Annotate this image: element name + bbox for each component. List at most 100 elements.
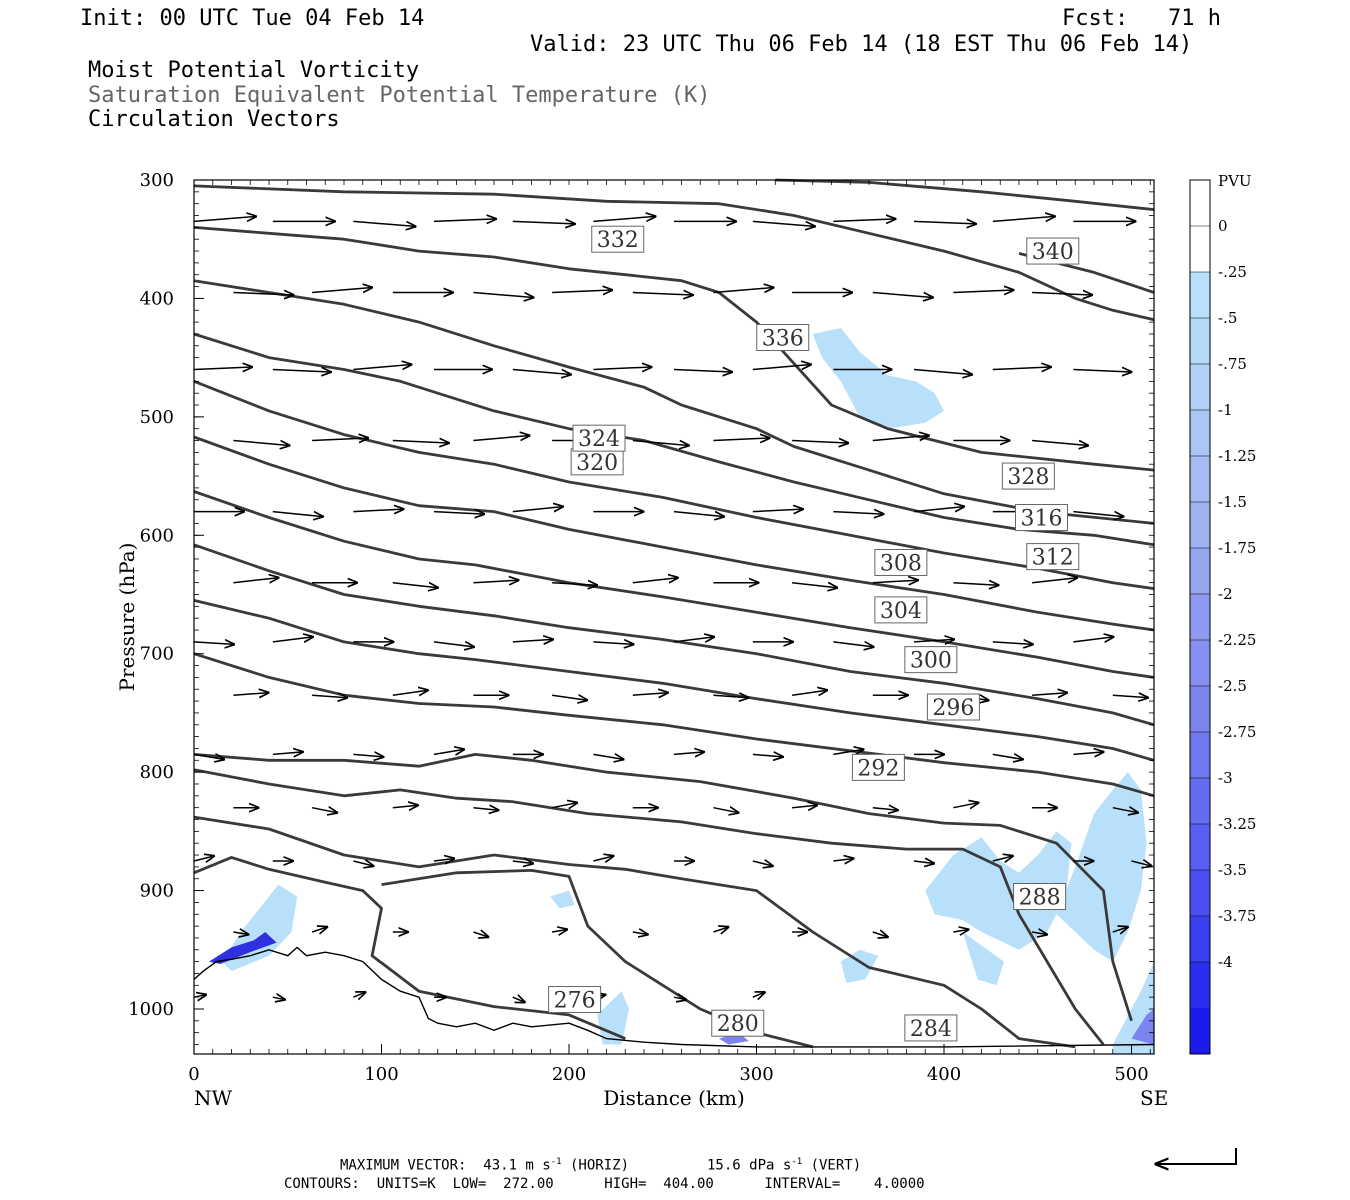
contour-label-box-0: [548, 986, 602, 1014]
vector-arrow: [312, 438, 368, 441]
vector-arrow: [233, 441, 289, 446]
x-tick-label: 400: [927, 1064, 961, 1085]
contour-300: [193, 599, 1155, 762]
contour-label-box-9: [1026, 543, 1080, 571]
vector-arrow: [913, 221, 976, 224]
contour-info: CONTOURS: UNITS=K LOW= 272.00 HIGH= 404.…: [284, 1176, 925, 1192]
y-tick-label: 500: [140, 407, 174, 428]
contour-label-box-8: [874, 549, 928, 577]
vector-arrow: [1073, 370, 1131, 373]
x-tick-label: 200: [552, 1064, 586, 1085]
vector-arrow: [551, 803, 577, 808]
pv-core-0: [209, 932, 277, 964]
vector-arrow: [473, 808, 498, 811]
colorbar-swatch: [1190, 318, 1210, 365]
pv-core-1: [1131, 1008, 1154, 1045]
vector-arrow: [1131, 861, 1152, 866]
vector-arrow: [872, 436, 929, 441]
pv-shading: [209, 328, 1154, 1054]
vector-arrow: [632, 578, 678, 583]
y-tick-label: 800: [140, 762, 174, 783]
colorbar-label: -2.5: [1218, 677, 1247, 695]
vector-arrow: [673, 637, 714, 642]
theta-contours: [193, 178, 1155, 1049]
vector-arrow: [1031, 932, 1047, 935]
vector-arrow: [792, 441, 848, 444]
colorbar-swatch: [1190, 962, 1210, 1009]
colorbar-swatch: [1190, 272, 1210, 319]
vector-arrow: [593, 367, 651, 370]
forecast-hour: Fcst: 71 h: [1062, 6, 1221, 31]
field-title-vectors: Circulation Vectors: [88, 107, 340, 132]
contour-292: [193, 753, 1133, 1022]
contour-label-304: 304: [880, 599, 922, 624]
vector-arrow: [353, 992, 365, 997]
valid-time: Valid: 23 UTC Thu 06 Feb 14 (18 EST Thu …: [530, 32, 1193, 57]
vector-arrow: [272, 637, 313, 642]
vector-arrow: [552, 583, 597, 586]
vert-tail: (VERT): [802, 1157, 862, 1174]
colorbar-label: -2.75: [1218, 723, 1256, 741]
vector-arrow: [1073, 752, 1103, 755]
vector-arrow: [992, 216, 1055, 223]
vector-arrow: [992, 367, 1051, 370]
vector-arrow: [953, 583, 998, 586]
vector-arrow: [713, 695, 748, 698]
vector-arrow: [953, 803, 978, 808]
colorbar-swatch: [1190, 548, 1210, 595]
vector-arrow: [713, 288, 773, 294]
contour-328: [193, 226, 1155, 472]
vector-arrow: [353, 509, 403, 512]
contour-312: [193, 435, 1155, 632]
axis-ticks: 0 100 200 300 400 500 300 400 500 600 700 800 900 100…: [128, 170, 1154, 1085]
contour-label-box-10: [1015, 504, 1068, 532]
y-tick-label: 400: [140, 288, 174, 309]
vector-arrow: [632, 293, 693, 296]
colorbar-label: -3.5: [1218, 861, 1247, 879]
vector-arrow: [1032, 693, 1067, 696]
vector-arrow: [233, 693, 268, 696]
x-tick-label: 100: [364, 1064, 398, 1085]
y-tick-label: 600: [140, 525, 174, 546]
colorbar-swatch: [1190, 364, 1210, 411]
field-title-theta: Saturation Equivalent Potential Temperat…: [88, 83, 711, 108]
colorbar-swatch: [1190, 410, 1210, 457]
max-vector-horiz: MAXIMUM VECTOR: 43.1 m s: [340, 1157, 551, 1174]
vector-arrow: [593, 216, 655, 223]
vector-arrow: [791, 690, 827, 695]
x-tick-label: 300: [739, 1064, 773, 1085]
vector-arrow: [1073, 512, 1123, 517]
vector-arrow: [1032, 441, 1088, 446]
colorbar-label: -3.75: [1218, 907, 1256, 925]
vector-arrow: [551, 695, 587, 700]
vector-arrow: [512, 507, 563, 512]
vector-arrow: [233, 578, 278, 583]
vector-arrow: [713, 808, 738, 813]
vector-arrow: [632, 693, 668, 696]
vector-arrow: [632, 932, 648, 935]
vector-arrow: [312, 695, 347, 698]
contour-label-box-15: [756, 324, 810, 352]
vector-arrow: [1112, 695, 1148, 698]
pv-patch-2: [925, 831, 1072, 950]
contour-label-324: 324: [578, 427, 620, 452]
y-tick-label: 300: [140, 170, 174, 191]
colorbar-swatch: [1190, 180, 1210, 227]
colorbar-label: -.25: [1218, 263, 1247, 281]
reference-vector: [1156, 1148, 1237, 1164]
vector-arrow: [312, 288, 372, 294]
contour-324: [193, 279, 1155, 525]
horiz-tail: (HORIZ): [561, 1157, 629, 1174]
contour-label-box-4: [851, 753, 905, 781]
contour-label-box-6: [904, 646, 958, 674]
vector-arrow: [1073, 637, 1113, 642]
vector-arrow: [272, 997, 285, 1000]
colorbar-swatch: [1190, 456, 1210, 503]
vector-arrow: [551, 930, 567, 933]
vector-arrow: [193, 642, 234, 645]
vector-arrow: [272, 512, 323, 517]
y-tick-label: 1000: [128, 999, 174, 1020]
contour-label-320: 320: [576, 451, 618, 476]
vector-arrow: [872, 580, 918, 583]
vector-arrow: [193, 856, 214, 861]
